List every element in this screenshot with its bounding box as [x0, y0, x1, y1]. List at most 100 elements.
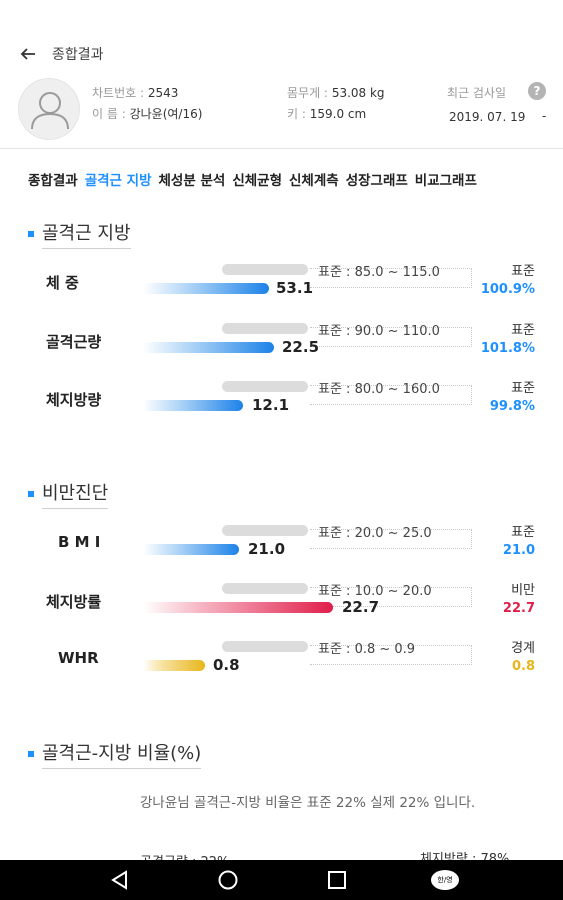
row-percent: 100.9% [480, 282, 535, 297]
value-bar [143, 660, 205, 671]
value-bar [143, 602, 333, 613]
row-whr: WHR 표준 : 0.8 ~ 0.9 0.8 경계 0.8 [0, 641, 563, 697]
standard-range-bar [222, 641, 308, 652]
section-ratio-title: 골격근-지방 비율(%) [28, 739, 202, 769]
height-info: 키 : 159.0 cm [287, 105, 366, 122]
row-body-fat-percent: 체지방률 표준 : 10.0 ~ 20.0 22.7 비만 22.7 [0, 583, 563, 639]
ratio-summary: 강나윤님 골격근-지방 비율은 표준 22% 실제 22% 입니다. [140, 795, 476, 811]
row-value: 21.0 [248, 540, 286, 558]
keyboard-switch-icon[interactable]: 한/영 [431, 870, 459, 890]
tab-summary[interactable]: 종합결과 [28, 173, 78, 189]
page-title: 종합결과 [52, 47, 104, 63]
row-label: B M I [58, 533, 101, 551]
row-status: 표준 [511, 525, 535, 540]
nav-back-button[interactable] [106, 868, 132, 892]
row-bmi: B M I 표준 : 20.0 ~ 25.0 21.0 표준 21.0 [0, 525, 563, 581]
row-percent: 99.8% [489, 399, 535, 414]
row-status-value: 22.7 [502, 601, 535, 616]
section-obesity-label: 비만진단 [42, 479, 109, 509]
result-tabs: 종합결과 골격근 지방 체성분 분석 신체균형 신체계측 성장그래프 비교그래프 [28, 169, 477, 189]
section-bullet [28, 231, 34, 237]
row-value: 22.7 [342, 598, 380, 616]
app-bar: 종합결과 [0, 0, 563, 70]
chart-number-value: 2543 [147, 86, 179, 100]
section-ratio-label: 골격근-지방 비율(%) [42, 739, 202, 769]
row-value: 22.5 [282, 338, 320, 356]
nav-recents-button[interactable] [324, 868, 350, 892]
section-obesity-title: 비만진단 [28, 479, 109, 509]
section-bullet [28, 491, 34, 497]
row-connector [310, 268, 472, 288]
row-status: 비만 [511, 583, 535, 598]
tab-muscle-fat[interactable]: 골격근 지방 [84, 173, 152, 189]
row-value: 0.8 [213, 656, 240, 674]
row-status-value: 0.8 [511, 659, 535, 674]
value-bar [143, 544, 239, 555]
standard-range-bar [222, 381, 308, 392]
row-label: WHR [58, 649, 99, 667]
section-bullet [28, 751, 34, 757]
standard-range-text: 표준 : 80.0 ~ 160.0 [318, 382, 440, 397]
standard-range-bar [222, 525, 308, 536]
user-icon [31, 92, 69, 130]
avatar [18, 78, 80, 140]
row-status-value: 21.0 [502, 543, 535, 558]
tab-growth-graph[interactable]: 성장그래프 [345, 173, 408, 189]
triangle-back-icon [111, 870, 127, 890]
back-arrow-icon [20, 48, 35, 60]
date-dropdown-marker[interactable]: - [542, 109, 547, 123]
back-button[interactable] [14, 40, 42, 68]
patient-profile: 차트번호 : 2543 이 름 : 강나윤(여/16) 몸무게 : 53.08 … [0, 76, 563, 146]
standard-range-bar [222, 583, 308, 594]
row-value: 53.1 [276, 279, 314, 297]
row-status: 표준 [511, 323, 535, 338]
value-bar [143, 342, 274, 353]
standard-range-text: 표준 : 10.0 ~ 20.0 [318, 584, 432, 599]
standard-range-text: 표준 : 20.0 ~ 25.0 [318, 526, 432, 541]
row-label: 체 중 [46, 274, 79, 292]
value-bar [143, 283, 269, 294]
row-status: 표준 [511, 381, 535, 396]
tab-body-composition[interactable]: 체성분 분석 [158, 173, 226, 189]
standard-range-text: 표준 : 0.8 ~ 0.9 [318, 642, 416, 657]
last-exam-date[interactable]: 2019. 07. 19 [449, 110, 526, 124]
height-value: 159.0 cm [309, 107, 367, 121]
nav-home-button[interactable] [215, 868, 241, 892]
row-connector [310, 587, 472, 607]
standard-range-text: 표준 : 85.0 ~ 115.0 [318, 265, 440, 280]
height-label: 키 : [287, 107, 306, 121]
tab-body-measurement[interactable]: 신체계측 [289, 173, 339, 189]
row-percent: 101.8% [480, 341, 535, 356]
tab-body-balance[interactable]: 신체균형 [232, 173, 282, 189]
row-label: 체지방률 [46, 593, 102, 611]
row-connector [310, 529, 472, 549]
row-status: 표준 [511, 264, 535, 279]
header-divider [0, 148, 563, 149]
tab-compare-graph[interactable]: 비교그래프 [414, 173, 477, 189]
standard-range-text: 표준 : 90.0 ~ 110.0 [318, 324, 440, 339]
row-skeletal-muscle: 골격근량 표준 : 90.0 ~ 110.0 22.5 표준 101.8% [0, 323, 563, 379]
patient-name: 이 름 : 강나윤(여/16) [92, 105, 202, 122]
square-recents-icon [328, 871, 346, 889]
row-status: 경계 [511, 641, 535, 656]
weight-value: 53.08 kg [331, 86, 385, 100]
section-muscle-fat-label: 골격근 지방 [42, 219, 131, 249]
section-muscle-fat-title: 골격근 지방 [28, 219, 131, 249]
row-label: 골격근량 [46, 333, 102, 351]
row-connector [310, 645, 472, 665]
help-icon[interactable]: ? [528, 82, 546, 100]
patient-name-label: 이 름 : [92, 107, 126, 121]
system-nav-bar: 한/영 [0, 860, 563, 900]
row-body-fat-mass: 체지방량 표준 : 80.0 ~ 160.0 12.1 표준 99.8% [0, 381, 563, 437]
standard-range-bar [222, 323, 308, 334]
patient-name-value: 강나윤(여/16) [129, 107, 203, 121]
row-label: 체지방량 [46, 391, 102, 409]
row-weight: 체 중 표준 : 85.0 ~ 115.0 53.1 표준 100.9% [0, 264, 563, 320]
chart-number-label: 차트번호 : [92, 86, 145, 100]
row-connector [310, 385, 472, 405]
chart-number: 차트번호 : 2543 [92, 84, 178, 101]
row-value: 12.1 [252, 396, 290, 414]
weight-info: 몸무게 : 53.08 kg [287, 84, 385, 101]
last-exam-label: 최근 검사일 [447, 86, 507, 100]
value-bar [143, 400, 243, 411]
